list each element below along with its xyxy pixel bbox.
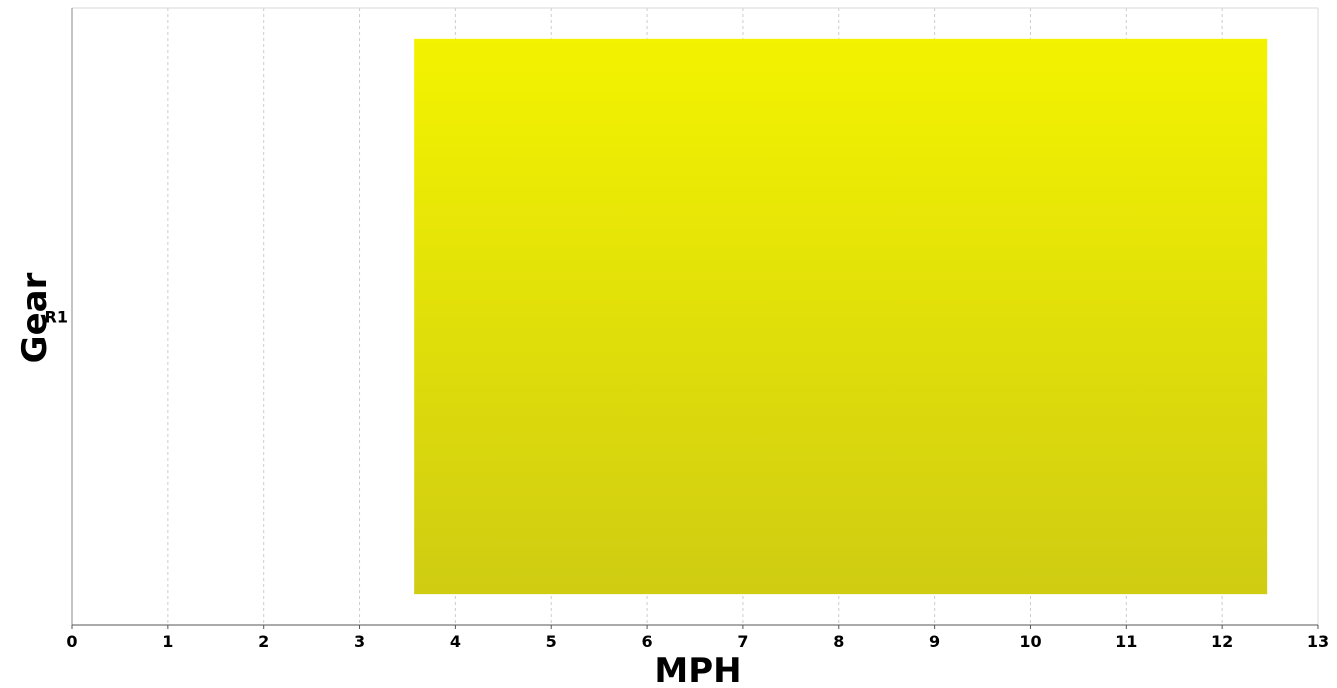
x-tick-label: 6 [642,632,653,651]
bars [414,38,1268,595]
plot-area [71,7,1319,626]
x-tick-label: 11 [1115,632,1137,651]
x-axis-ticks: 0 1 2 3 4 5 6 7 8 9 10 11 12 13 [66,625,1329,651]
x-tick-label: 7 [737,632,748,651]
x-tick-label: 2 [258,632,269,651]
x-tick-label: 9 [929,632,940,651]
x-tick-label: 0 [66,632,77,651]
x-tick-label: 10 [1019,632,1041,651]
x-tick-label: 8 [833,632,844,651]
x-tick-label: 4 [450,632,461,651]
x-tick-label: 3 [354,632,365,651]
y-tick-label: R1 [45,308,68,327]
x-tick-label: 13 [1307,632,1329,651]
x-tick-label: 12 [1211,632,1233,651]
bar-r1 [414,38,1268,595]
x-tick-label: 5 [546,632,557,651]
y-axis-title: Gear [15,272,55,363]
x-axis-title: MPH [654,651,741,688]
y-axis-ticks: R1 [45,308,68,327]
x-tick-label: 1 [162,632,173,651]
